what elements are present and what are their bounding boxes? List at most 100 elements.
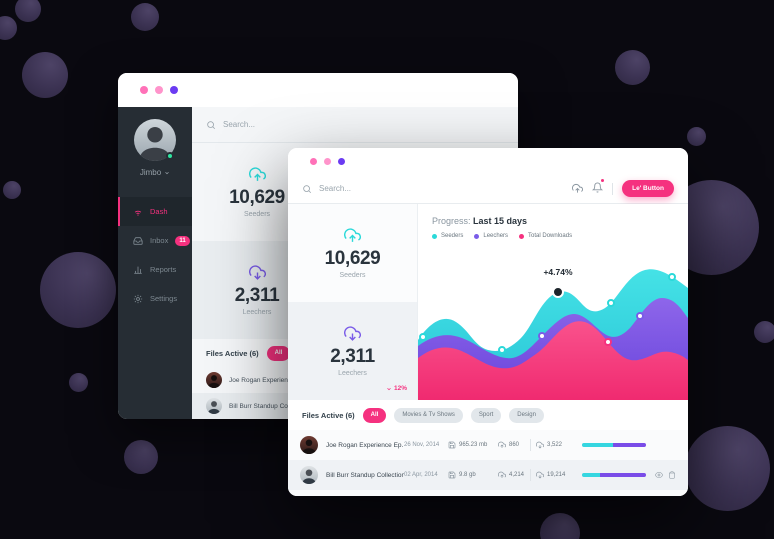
download-cloud-icon <box>344 326 361 341</box>
progress-bar <box>582 473 646 477</box>
legend-dot <box>474 233 480 239</box>
disk-icon <box>448 471 456 479</box>
person-silhouette-icon <box>206 398 222 414</box>
sidebar-item-settings[interactable]: Settings <box>118 284 192 313</box>
search-icon <box>303 184 312 193</box>
progress-downloaded <box>599 473 646 477</box>
seeders-label: Seeders <box>339 272 366 279</box>
upload-cloud-icon <box>498 471 506 478</box>
progress-bar <box>582 443 646 447</box>
data-point-marker[interactable] <box>668 273 676 281</box>
search-input[interactable] <box>319 184 409 193</box>
decor-circle <box>754 321 774 343</box>
peers-cell: 3,522 <box>536 441 580 449</box>
sidebar-item-label: Inbox <box>150 236 169 245</box>
person-silhouette-icon <box>300 466 318 484</box>
decor-circle <box>22 52 68 98</box>
decor-circle <box>540 513 580 539</box>
row-actions <box>650 471 676 479</box>
filter-pill-sport[interactable]: Sport <box>470 407 502 423</box>
upload-cloud-icon <box>248 167 266 181</box>
download-cloud-icon <box>536 471 544 479</box>
person-silhouette-icon <box>206 372 222 388</box>
legend-item-leechers: Leechers <box>474 233 508 239</box>
user-menu-toggle[interactable]: Jimbo <box>140 168 170 177</box>
legend-dot <box>432 233 437 239</box>
settings-icon <box>133 294 143 303</box>
sidebar-item-dash[interactable]: Dash <box>118 197 192 226</box>
accent-button[interactable]: Le' Button <box>622 180 674 197</box>
download-cloud-icon <box>248 265 266 280</box>
data-point-marker[interactable] <box>636 312 644 320</box>
data-point-marker[interactable] <box>604 338 612 346</box>
seeds-cell: 4,214 <box>498 471 530 479</box>
notifications-button[interactable] <box>591 177 606 198</box>
decor-circle <box>0 16 17 40</box>
files-active-header: Files Active (6) All Movies & Tv Shows S… <box>288 400 688 430</box>
trash-icon[interactable] <box>668 471 676 479</box>
sidebar-item-reports[interactable]: Reports <box>118 255 192 284</box>
eye-icon[interactable] <box>655 471 663 479</box>
window-control-dot[interactable] <box>324 157 331 165</box>
sidebar-item-label: Reports <box>150 265 177 274</box>
file-row[interactable]: Bill Burr Standup Collection 02 Apr, 201… <box>288 460 688 490</box>
avatar <box>134 119 176 161</box>
highlighted-data-point[interactable] <box>552 286 564 298</box>
legend-label: Seeders <box>441 233 464 239</box>
file-name: Bill Burr Standup Collection <box>229 402 309 410</box>
decor-circle <box>131 3 159 31</box>
avatar <box>206 398 222 414</box>
upload-cloud-icon[interactable] <box>572 183 584 194</box>
peers-cell: 19,214 <box>536 471 580 479</box>
decor-circle <box>15 0 41 22</box>
front-dashboard-window: Le' Button 10,629 Seeders <box>288 148 688 496</box>
filter-pill-design[interactable]: Design <box>509 407 544 423</box>
sidebar-item-label: Dash <box>150 207 168 216</box>
leechers-delta-badge: 12% <box>386 385 407 392</box>
search-bar[interactable] <box>302 184 572 194</box>
file-date: 02 Apr, 2014 <box>404 472 438 478</box>
filter-pill-all[interactable]: All <box>362 407 387 423</box>
window-control-dot[interactable] <box>170 86 178 94</box>
divider <box>612 182 614 195</box>
leechers-label: Leechers <box>338 370 367 377</box>
decor-circle <box>124 440 158 474</box>
data-point-marker[interactable] <box>538 332 546 340</box>
sidebar-item-inbox[interactable]: Inbox 11 <box>118 226 192 255</box>
leechers-value: 2,311 <box>234 285 280 306</box>
decor-circle <box>3 181 21 199</box>
search-input[interactable] <box>223 120 313 129</box>
reports-icon <box>134 266 142 274</box>
data-point-marker[interactable] <box>419 333 427 341</box>
chart-title-prefix: Progress: <box>432 216 471 226</box>
chart-legend: Seeders Leechers Total Downloads <box>418 226 688 239</box>
data-point-marker[interactable] <box>498 346 506 354</box>
seeds-count: 4,214 <box>509 472 525 478</box>
search-bar[interactable] <box>192 107 518 143</box>
window-titlebar <box>288 148 688 174</box>
file-size-cell: 9.8 gb <box>448 471 498 479</box>
window-control-dot[interactable] <box>310 157 317 165</box>
file-name: Joe Rogan Experience Ep. 468 <box>326 441 404 449</box>
avatar <box>300 466 318 484</box>
window-control-dot[interactable] <box>155 86 163 94</box>
filter-pill-movies[interactable]: Movies & Tv Shows <box>394 407 463 423</box>
legend-label: Leechers <box>483 233 509 239</box>
seeders-value: 10,629 <box>229 187 285 208</box>
progress-seeded <box>582 473 600 477</box>
user-avatar[interactable] <box>134 119 176 161</box>
decor-circle <box>40 252 116 328</box>
area-chart: +4.74% <box>418 267 688 400</box>
sidebar: Jimbo Dash Inbox <box>118 107 192 419</box>
decor-circle <box>615 50 650 85</box>
filter-pill-all[interactable]: All <box>266 345 291 361</box>
data-point-marker[interactable] <box>607 299 615 307</box>
chevron-down-icon <box>165 171 169 174</box>
leechers-stat: 2,311 Leechers 12% <box>288 302 417 400</box>
file-row[interactable]: Joe Rogan Experience Ep. 468 26 Nov, 201… <box>288 430 688 460</box>
window-control-dot[interactable] <box>140 86 148 94</box>
divider <box>530 439 531 451</box>
peers-count: 19,214 <box>547 472 566 478</box>
notification-dot <box>600 177 606 183</box>
window-control-dot[interactable] <box>338 157 345 165</box>
